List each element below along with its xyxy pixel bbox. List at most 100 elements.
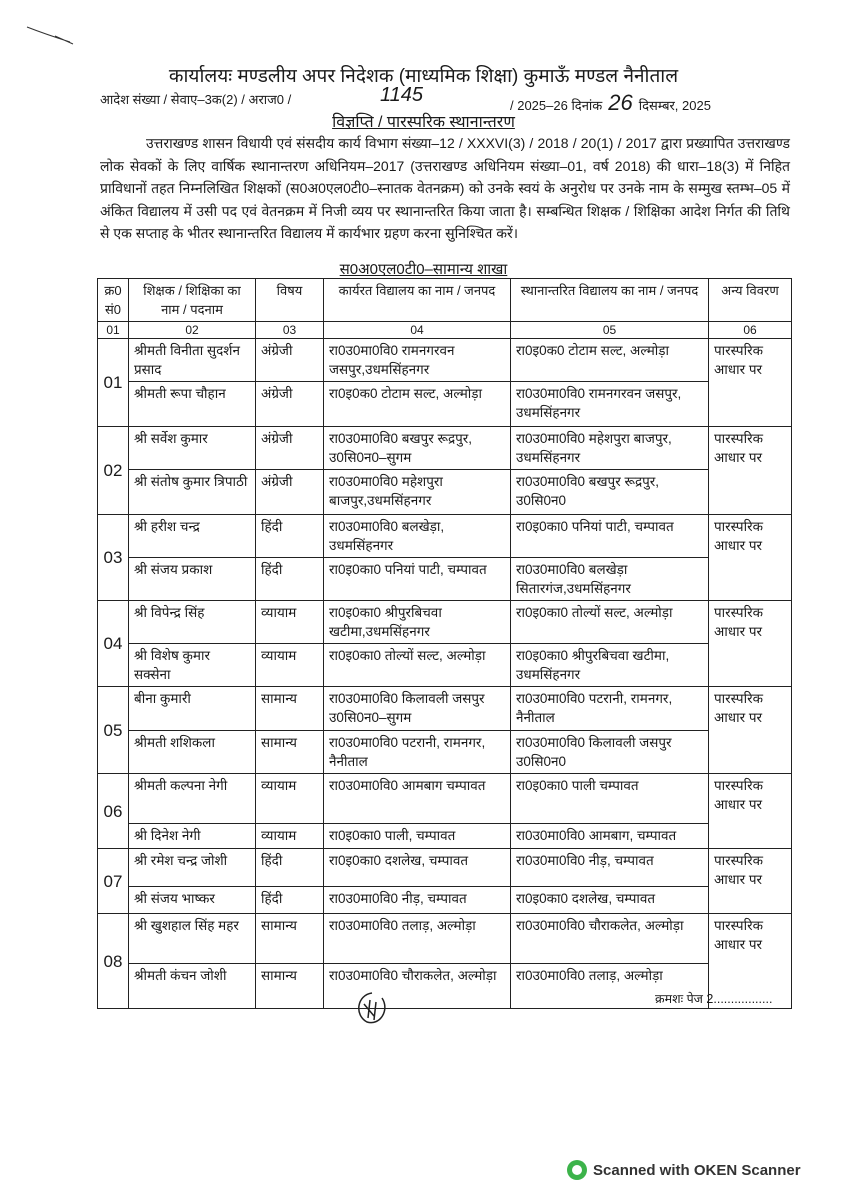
subject: हिंदी (255, 848, 324, 887)
teacher-name: श्री हरीश चन्द्र (128, 514, 256, 558)
current-school: रा0इ0का0 पाली, चम्पावत (323, 823, 511, 849)
scanner-watermark: Scanned with OKEN Scanner (567, 1160, 801, 1180)
serial-number: 03 (97, 514, 129, 601)
table-row: 05 बीना कुमारी सामान्य रा0उ0मा0वि0 किलावली … (97, 686, 792, 774)
serial-number: 08 (97, 913, 129, 1009)
teacher-name: श्री दिनेश नेगी (128, 823, 256, 849)
subject: सामान्य (255, 963, 324, 1009)
teacher-name: श्री खुशहाल सिंह महर (128, 913, 256, 964)
transferred-school: रा0उ0मा0वि0 नीड़, चम्पावत (510, 848, 709, 887)
current-school: रा0इ0क0 टोटाम सल्ट, अल्मोड़ा (323, 381, 511, 427)
table-row: श्रीमती रूपा चौहान अंग्रेजी रा0इ0क0 टोटाम … (98, 381, 792, 427)
scanner-logo-icon (567, 1160, 587, 1180)
col-number: 06 (708, 321, 792, 339)
table-row: श्री संजय प्रकाश हिंदी रा0इ0का0 पनियां पाट… (98, 557, 792, 601)
order-line: आदेश संख्या / सेवाए–3क(2) / अराज0 / 1145… (100, 84, 760, 115)
subject: सामान्य (255, 913, 324, 964)
teacher-name: बीना कुमारी (128, 686, 256, 731)
teacher-name: श्री संतोष कुमार त्रिपाठी (128, 469, 256, 515)
teacher-name: श्रीमती शशिकला (128, 730, 256, 774)
signature (358, 992, 386, 1024)
pen-mark (26, 26, 74, 45)
other-details: पारस्परिक आधार पर (708, 426, 792, 515)
order-day: 26 (608, 90, 633, 115)
table-row: श्रीमती कंचन जोशी सामान्य रा0उ0मा0वि0 चौरा… (98, 963, 792, 1009)
table-header-row: क्र0 सं0 शिक्षक / शिक्षिका का नाम / पदना… (97, 278, 792, 322)
other-details: पारस्परिक आधार पर (708, 913, 792, 1009)
current-school: रा0उ0मा0वि0 रामनगरवन जसपुर,उधमसिंहनगर (323, 338, 511, 382)
col-number: 03 (255, 321, 324, 339)
teacher-name: श्रीमती विनीता सुदर्शन प्रसाद (128, 338, 256, 382)
column-number-row: 01 02 03 04 05 06 (97, 321, 792, 339)
serial-number: 01 (97, 338, 129, 427)
transferred-school: रा0इ0का0 पाली चम्पावत (510, 773, 709, 824)
subject: व्यायाम (255, 773, 324, 824)
teacher-name: श्री विशेष कुमार सक्सेना (128, 643, 256, 687)
current-school: रा0उ0मा0वि0 बखपुर रूद्रपुर, उ0सि0न0–सुगम (323, 426, 511, 470)
order-month-year: दिसम्बर, 2025 (638, 98, 711, 113)
subject: व्यायाम (255, 823, 324, 849)
serial-number: 06 (97, 773, 129, 849)
transferred-school: रा0उ0मा0वि0 बलखेड़ा सितारगंज,उधमसिंहनगर (510, 557, 709, 601)
table-row: श्री दिनेश नेगी व्यायाम रा0इ0का0 पाली, चम्… (98, 823, 792, 849)
office-heading: कार्यालयः मण्डलीय अपर निदेशक (माध्यमिक श… (168, 66, 679, 87)
col-number: 05 (510, 321, 709, 339)
transferred-school: रा0इ0का0 तोल्यों सल्ट, अल्मोड़ा (510, 600, 709, 644)
subject: सामान्य (255, 686, 324, 731)
transferred-school: रा0उ0मा0वि0 महेशपुरा बाजपुर, उधमसिंहनगर (510, 426, 709, 470)
table-row: 04 श्री विपेन्द्र सिंह व्यायाम रा0इ0का0 श्र… (97, 600, 792, 687)
teacher-name: श्री विपेन्द्र सिंह (128, 600, 256, 644)
current-school: रा0इ0का0 तोल्यों सल्ट, अल्मोड़ा (323, 643, 511, 687)
col-header: कार्यरत विद्यालय का नाम / जनपद (323, 278, 511, 322)
col-number: 01 (97, 321, 129, 339)
transfer-table: क्र0 सं0 शिक्षक / शिक्षिका का नाम / पदना… (97, 278, 792, 1009)
col-header: विषय (255, 278, 324, 322)
teacher-name: श्रीमती कल्पना नेगी (128, 773, 256, 824)
subject: सामान्य (255, 730, 324, 774)
table-row: 06 श्रीमती कल्पना नेगी व्यायाम रा0उ0मा0वि0 … (97, 773, 792, 849)
teacher-name: श्री संजय प्रकाश (128, 557, 256, 601)
other-details: पारस्परिक आधार पर (708, 338, 792, 427)
transferred-school: रा0उ0मा0वि0 पटरानी, रामनगर, नैनीताल (510, 686, 709, 731)
teacher-name: श्री रमेश चन्द्र जोशी (128, 848, 256, 887)
notice-title: विज्ञप्ति / पारस्परिक स्थानान्तरण (332, 114, 515, 131)
serial-number: 02 (97, 426, 129, 515)
teacher-name: श्रीमती रूपा चौहान (128, 381, 256, 427)
subject: हिंदी (255, 886, 324, 914)
continued-note: क्रमशः पेज 2................. (655, 992, 773, 1006)
transferred-school: रा0उ0मा0वि0 चौराकलेत, अल्मोड़ा (510, 913, 709, 964)
current-school: रा0उ0मा0वि0 चौराकलेत, अल्मोड़ा (323, 963, 511, 1009)
teacher-name: श्री संजय भाष्कर (128, 886, 256, 914)
col-header: क्र0 सं0 (97, 278, 129, 322)
transferred-school: रा0इ0का0 पनियां पाटी, चम्पावत (510, 514, 709, 558)
transferred-school: रा0इ0क0 टोटाम सल्ट, अल्मोड़ा (510, 338, 709, 382)
transferred-school: रा0इ0का0 दशलेख, चम्पावत (510, 886, 709, 914)
current-school: रा0उ0मा0वि0 आमबाग चम्पावत (323, 773, 511, 824)
order-year: / 2025–26 दिनांक (510, 98, 603, 113)
other-details: पारस्परिक आधार पर (708, 600, 792, 687)
subject: अंग्रेजी (255, 338, 324, 382)
transferred-school: रा0उ0मा0वि0 रामनगरवन जसपुर, उधमसिंहनगर (510, 381, 709, 427)
order-number: 1145 (380, 84, 424, 106)
current-school: रा0इ0का0 दशलेख, चम्पावत (323, 848, 511, 887)
other-details: पारस्परिक आधार पर (708, 514, 792, 601)
col-header: स्थानान्तरित विद्यालय का नाम / जनपद (510, 278, 709, 322)
transferred-school: रा0उ0मा0वि0 किलावली जसपुर उ0सि0न0 (510, 730, 709, 774)
subject: व्यायाम (255, 643, 324, 687)
col-header: अन्य विवरण (708, 278, 792, 322)
table-row: 07 श्री रमेश चन्द्र जोशी हिंदी रा0इ0का0 दशल… (97, 848, 792, 914)
current-school: रा0उ0मा0वि0 बलखेड़ा, उधमसिंहनगर (323, 514, 511, 558)
table-row: 02 श्री सर्वेश कुमार अंग्रेजी रा0उ0मा0वि0 ब… (97, 426, 792, 515)
transferred-school: रा0उ0मा0वि0 बखपुर रूद्रपुर, उ0सि0न0 (510, 469, 709, 515)
table-row: श्री विशेष कुमार सक्सेना व्यायाम रा0इ0का0 … (98, 643, 792, 687)
current-school: रा0इ0का0 पनियां पाटी, चम्पावत (323, 557, 511, 601)
current-school: रा0उ0मा0वि0 पटरानी, रामनगर, नैनीताल (323, 730, 511, 774)
serial-number: 07 (97, 848, 129, 914)
other-details: पारस्परिक आधार पर (708, 686, 792, 774)
transferred-school: रा0इ0का0 श्रीपुरबिचवा खटीमा, उधमसिंहनगर (510, 643, 709, 687)
table-row: श्री संतोष कुमार त्रिपाठी अंग्रेजी रा0उ0मा… (98, 469, 792, 515)
subject: अंग्रेजी (255, 381, 324, 427)
section-title: स0अ0एल0टी0–सामान्य शाखा (339, 261, 508, 278)
col-header: शिक्षक / शिक्षिका का नाम / पदनाम (128, 278, 256, 322)
other-details: पारस्परिक आधार पर (708, 773, 792, 849)
